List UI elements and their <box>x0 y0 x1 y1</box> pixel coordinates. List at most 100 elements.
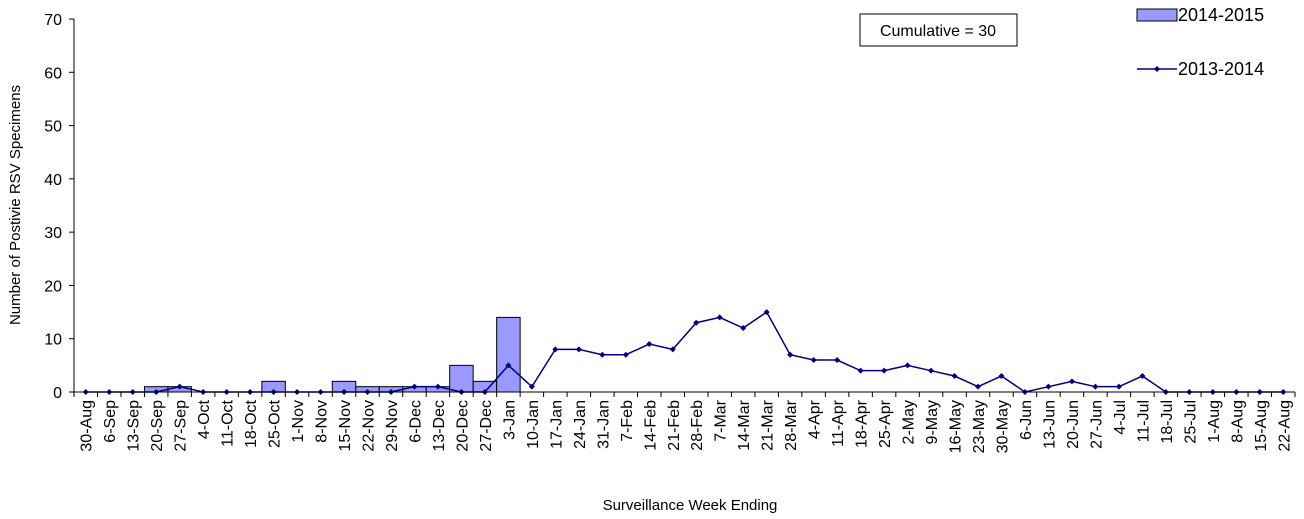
x-tick-label: 2-May <box>901 400 918 444</box>
y-tick-label: 50 <box>44 119 62 136</box>
marker <box>599 351 606 358</box>
x-tick-label: 14-Mar <box>736 399 753 450</box>
annotation-box <box>859 13 1018 47</box>
marker <box>669 346 676 353</box>
marker <box>1115 383 1122 390</box>
x-tick-label: 6-Jun <box>1018 400 1035 440</box>
y-tick-label: 60 <box>44 65 62 82</box>
marker <box>411 383 418 390</box>
x-tick-label: 6-Sep <box>102 400 119 443</box>
marker <box>740 325 747 332</box>
x-tick-label: 21-Mar <box>760 399 777 450</box>
x-tick-label: 18-Oct <box>243 399 260 448</box>
marker <box>1092 383 1099 390</box>
x-tick-label: 18-Apr <box>854 399 871 448</box>
marker <box>528 383 535 390</box>
marker <box>1139 373 1146 380</box>
x-tick-label: 28-Mar <box>783 399 800 450</box>
x-tick-label: 4-Jul <box>1112 400 1129 435</box>
y-tick-label: 0 <box>53 385 62 402</box>
marker <box>787 351 794 358</box>
marker <box>434 383 441 390</box>
x-tick-label: 20-Sep <box>149 400 166 452</box>
y-tick-label: 40 <box>44 172 62 189</box>
x-tick-label: 15-Nov <box>337 400 354 452</box>
x-tick-label: 14-Feb <box>642 400 659 451</box>
x-tick-label: 10-Jan <box>525 400 542 449</box>
marker <box>1068 378 1075 385</box>
x-tick-label: 25-Apr <box>877 399 894 448</box>
x-axis-label: Surveillance Week Ending <box>603 497 778 514</box>
x-tick-label: 25-Oct <box>267 399 284 448</box>
y-tick-label: 70 <box>44 12 62 29</box>
legend-label: 2014-2015 <box>1178 5 1264 25</box>
x-tick-label: 24-Jan <box>572 400 589 449</box>
legend-swatch <box>1136 8 1178 22</box>
marker <box>552 346 559 353</box>
x-tick-label: 9-May <box>924 400 941 444</box>
x-tick-label: 20-Dec <box>454 400 471 452</box>
bar <box>449 364 474 393</box>
marker <box>951 373 958 380</box>
x-tick-label: 13-Sep <box>126 400 143 452</box>
x-tick-label: 11-Oct <box>220 399 237 446</box>
y-tick-label: 10 <box>44 332 62 349</box>
x-tick-label: 1-Aug <box>1206 400 1223 443</box>
marker <box>857 367 864 374</box>
x-tick-label: 11-Jul <box>1135 400 1152 442</box>
marker <box>622 351 629 358</box>
x-tick-label: 13-Jun <box>1041 400 1058 449</box>
marker <box>1045 383 1052 390</box>
x-tick-label: 11-Apr <box>830 399 847 447</box>
x-tick-label: 18-Jul <box>1159 400 1176 444</box>
marker <box>646 341 653 348</box>
x-tick-label: 27-Dec <box>478 400 495 452</box>
x-tick-label: 28-Feb <box>689 400 706 451</box>
x-tick-label: 23-May <box>971 400 988 453</box>
y-tick-label: 20 <box>44 278 62 295</box>
x-tick-label: 22-Aug <box>1276 400 1293 452</box>
x-tick-label: 22-Nov <box>361 400 378 452</box>
x-tick-label: 8-Aug <box>1229 400 1246 443</box>
x-tick-label: 7-Mar <box>713 399 730 441</box>
legend-label: 2013-2014 <box>1178 59 1264 79</box>
marker <box>716 314 723 321</box>
x-tick-label: 30-Aug <box>79 400 96 452</box>
x-tick-label: 31-Jan <box>595 400 612 449</box>
marker <box>693 319 700 326</box>
marker <box>904 362 911 369</box>
x-tick-label: 27-Jun <box>1088 400 1105 449</box>
x-tick-label: 1-Nov <box>290 400 307 443</box>
x-tick-label: 25-Jul <box>1182 400 1199 444</box>
x-tick-label: 7-Feb <box>619 400 636 442</box>
x-tick-label: 4-Oct <box>196 399 213 439</box>
marker <box>505 362 512 369</box>
marker <box>834 357 841 364</box>
y-axis-label: Number of Postivie RSV Specimens <box>7 85 24 325</box>
marker <box>975 383 982 390</box>
marker <box>763 309 770 316</box>
marker <box>176 383 183 390</box>
x-tick-label: 20-Jun <box>1065 400 1082 449</box>
legend-marker <box>1154 66 1160 72</box>
x-tick-label: 17-Jan <box>548 400 565 449</box>
bar <box>496 316 521 393</box>
x-tick-label: 16-May <box>948 400 965 453</box>
x-tick-label: 4-Apr <box>807 399 824 439</box>
x-tick-label: 3-Jan <box>501 400 518 440</box>
x-tick-label: 13-Dec <box>431 400 448 452</box>
x-tick-label: 8-Nov <box>314 400 331 443</box>
marker <box>928 367 935 374</box>
x-tick-label: 15-Aug <box>1253 400 1270 452</box>
x-tick-label: 29-Nov <box>384 400 401 452</box>
marker <box>810 357 817 364</box>
marker <box>998 373 1005 380</box>
x-tick-label: 27-Sep <box>173 400 190 452</box>
y-tick-label: 30 <box>44 225 62 242</box>
x-tick-label: 21-Feb <box>666 400 683 451</box>
marker <box>881 367 888 374</box>
line <box>85 310 1284 393</box>
x-tick-label: 6-Dec <box>407 400 424 443</box>
x-tick-label: 30-May <box>994 400 1011 453</box>
